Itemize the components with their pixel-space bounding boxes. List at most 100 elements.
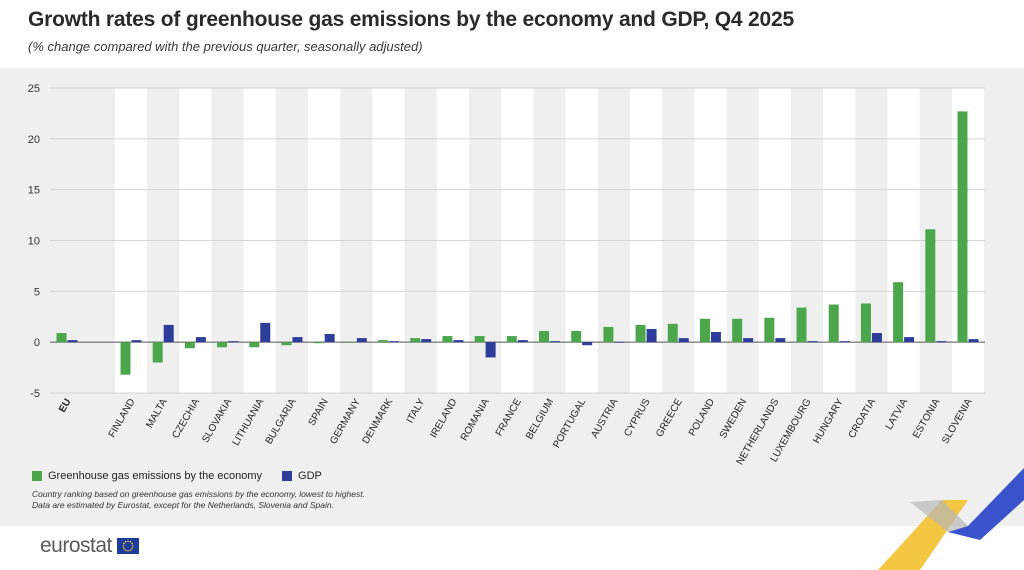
y-tick-label: -5 <box>30 388 40 400</box>
x-tick-label: CYPRUS <box>622 397 653 439</box>
x-tick-label: ITALY <box>405 397 428 426</box>
y-tick-label: 15 <box>28 185 40 197</box>
note-ranking: Country ranking based on greenhouse gas … <box>32 489 365 499</box>
bar-chart: 25 20 15 10 5 0 -5 EU FINLAND MALTA CZECHIASLOVAKI… <box>28 83 985 467</box>
bar-emissions <box>249 342 260 348</box>
bar-emissions <box>539 330 549 343</box>
bar-emissions <box>120 342 131 375</box>
bar-gdp <box>678 338 689 343</box>
decorative-stripes <box>878 468 1024 570</box>
x-tick-label: FINLAND <box>107 397 138 440</box>
legend-label-gdp: GDP <box>298 470 322 482</box>
x-tick-label: SLOVAKIA <box>200 397 234 445</box>
x-tick-label: BELGIUM <box>524 397 556 441</box>
x-tick-label: EU <box>57 397 73 415</box>
bar-emissions <box>152 342 163 363</box>
legend-label-emissions: Greenhouse gas emissions by the economy <box>48 470 263 482</box>
bar-gdp <box>485 342 496 358</box>
eu-flag-icon <box>116 538 139 554</box>
x-tick-label: LATVIA <box>884 397 911 432</box>
bar-gdp <box>614 342 625 343</box>
x-tick-label: SWEDEN <box>718 397 749 441</box>
bar-emissions <box>184 342 195 349</box>
x-tick-label: BULGARIA <box>264 397 299 447</box>
bar-gdp <box>936 341 947 343</box>
x-tick-label: AUSTRIA <box>589 397 620 440</box>
bar-emissions <box>345 342 356 343</box>
bar-gdp <box>550 341 560 343</box>
bar-gdp <box>646 328 657 343</box>
bar-emissions <box>957 111 968 343</box>
x-tick-label: LITHUANIA <box>231 397 267 448</box>
bar-emissions <box>893 282 904 343</box>
bar-gdp <box>324 334 335 343</box>
legend: Greenhouse gas emissions by the economy … <box>32 470 336 482</box>
bar-emissions <box>635 324 646 343</box>
x-tick-label: ESTONIA <box>911 397 943 441</box>
bar-emissions <box>474 336 485 343</box>
note-estimation: Data are estimated by Eurostat, except f… <box>32 500 334 510</box>
x-tick-label: HUNGARY <box>811 397 846 446</box>
bar-gdp <box>228 341 239 343</box>
x-tick-label: CROATIA <box>847 397 879 441</box>
bar-emissions <box>442 336 453 343</box>
bar-gdp <box>904 337 915 343</box>
y-tick-label: 10 <box>28 236 40 248</box>
x-tick-label: GERMANY <box>328 397 363 447</box>
legend-swatch-emissions <box>32 471 42 481</box>
bar-emissions <box>732 318 743 343</box>
x-tick-label: PORTUGAL <box>551 397 588 450</box>
bar-emissions <box>603 326 614 343</box>
bar-emissions <box>828 304 839 343</box>
logo-text: eurostat <box>40 534 112 557</box>
bar-gdp <box>710 332 721 343</box>
x-tick-label: IRELAND <box>428 397 459 440</box>
x-tick-label: FRANCE <box>494 397 524 438</box>
bar-emissions <box>699 318 710 343</box>
bar-gdp <box>871 333 882 343</box>
y-tick-label: 25 <box>28 83 40 95</box>
bar-gdp <box>195 337 206 343</box>
bar-gdp <box>292 337 303 343</box>
bar-emissions <box>410 338 421 343</box>
x-tick-label: ROMANIA <box>459 397 492 443</box>
x-tick-label: MALTA <box>144 397 170 430</box>
y-tick-label: 0 <box>34 337 40 349</box>
x-tick-label: SLOVENIA <box>940 397 975 446</box>
bar-gdp <box>389 341 400 343</box>
bar-emissions <box>860 303 871 343</box>
chart-subtitle: (% change compared with the previous qua… <box>28 39 423 54</box>
bar-emissions <box>313 342 324 344</box>
bar-emissions <box>506 336 517 343</box>
bar-gdp <box>356 338 367 343</box>
bar-gdp <box>839 341 850 343</box>
bar-emissions <box>217 342 228 348</box>
bar-gdp <box>163 324 174 343</box>
y-tick-label: 5 <box>34 286 40 298</box>
x-tick-label: CZECHIA <box>171 397 203 441</box>
bar-gdp <box>421 339 432 343</box>
bar-emissions <box>925 229 936 343</box>
bar-gdp <box>807 341 818 343</box>
bar-gdp <box>968 339 979 343</box>
bar-gdp <box>67 340 78 343</box>
chart-notes: Country ranking based on greenhouse gas … <box>32 489 365 511</box>
legend-swatch-gdp <box>282 471 293 481</box>
x-tick-label: DENMARK <box>361 397 396 446</box>
y-tick-label: 20 <box>28 134 40 146</box>
bar-emissions <box>378 340 389 343</box>
bar-emissions <box>667 323 678 343</box>
bar-emissions <box>56 333 67 343</box>
bar-emissions <box>571 330 582 343</box>
bar-gdp <box>517 340 528 343</box>
bar-gdp <box>582 342 593 346</box>
x-tick-label: SPAIN <box>307 397 331 428</box>
bar-emissions <box>796 307 807 343</box>
bar-emissions <box>764 317 775 343</box>
chart-title: Growth rates of greenhouse gas emissions… <box>28 8 794 31</box>
bar-gdp <box>453 340 464 343</box>
bar-gdp <box>775 338 786 343</box>
x-tick-label: POLAND <box>687 397 717 438</box>
bar-gdp <box>743 338 754 343</box>
chart-area: 25 20 15 10 5 0 -5 EU FINLAND MALTA CZECHIA SLOVAKI… <box>0 68 1024 526</box>
